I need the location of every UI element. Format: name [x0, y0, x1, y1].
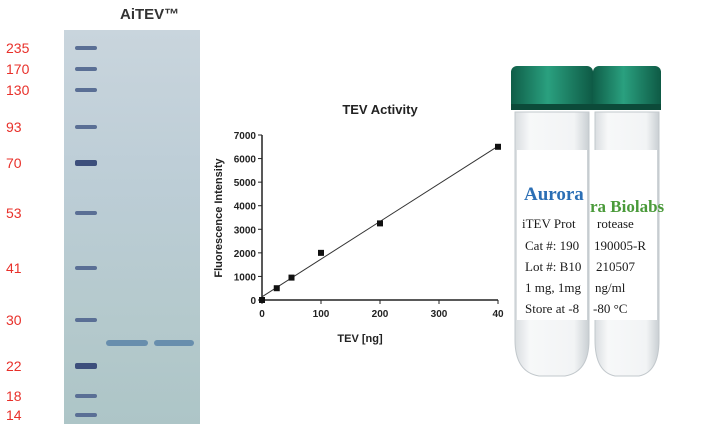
- ladder-band: [75, 46, 97, 50]
- vial-left-line-1: iTEV Prot: [522, 216, 576, 231]
- ladder-band: [75, 160, 97, 166]
- vial-left-cap: [511, 66, 593, 110]
- chart-x-tick-label: 0: [259, 309, 265, 320]
- mw-marker-label: 41: [6, 260, 22, 276]
- chart-y-tick-label: 6000: [234, 155, 257, 166]
- sds-page-gel-panel: AiTEV™ 235 170 130 93 70 53 41 30 22 18 14: [0, 0, 205, 446]
- chart-y-tick-label: 5000: [234, 178, 257, 189]
- vial-right-line-3: 210507: [596, 259, 636, 274]
- chart-x-label: TEV [ng]: [337, 333, 383, 345]
- gel-image: [64, 30, 200, 424]
- mw-marker-label: 170: [6, 61, 30, 77]
- vial-right-line-4: ng/ml: [595, 280, 626, 295]
- vial-left-line-4: 1 mg, 1mg: [525, 280, 581, 295]
- vial-left-cap-ridge: [511, 104, 593, 110]
- chart-ticks: 0 1000 2000 3000 4000 5000 6000 7000 0 100 200 300 4…: [234, 131, 504, 320]
- chart-data-point: [377, 220, 383, 227]
- vial-left-brand: Aurora: [524, 184, 584, 205]
- ladder-band: [75, 363, 97, 369]
- product-vials-photo: Aurora iTEV Prot Cat #: 190 Lot #: B10 1…: [505, 0, 708, 446]
- ladder-band: [75, 88, 97, 92]
- chart-y-tick-label: 4000: [234, 202, 257, 213]
- mw-marker-label: 53: [6, 205, 22, 221]
- chart-x-tick-label: 40: [492, 309, 504, 320]
- vial-left-label: [517, 150, 587, 320]
- chart-data-point: [273, 285, 280, 292]
- chart-title: TEV Activity: [342, 102, 418, 117]
- mw-marker-label: 130: [6, 82, 30, 98]
- vials-illustration: Aurora iTEV Prot Cat #: 190 Lot #: B10 1…: [511, 66, 665, 377]
- chart-points: [259, 143, 501, 303]
- vial-left-line-3: Lot #: B10: [525, 259, 581, 274]
- chart-y-tick-label: 2000: [234, 249, 257, 260]
- chart-x-tick-label: 100: [313, 309, 330, 320]
- vial-left: Aurora iTEV Prot Cat #: 190 Lot #: B10 1…: [511, 66, 593, 377]
- chart-axes: [261, 135, 498, 301]
- vial-right-label: [593, 150, 657, 320]
- ladder-band: [75, 394, 97, 398]
- mw-marker-label: 18: [6, 388, 22, 404]
- chart-data-point: [495, 143, 501, 150]
- chart-data-point: [288, 274, 295, 281]
- vial-left-line-2: Cat #: 190: [525, 238, 579, 253]
- vial-right-line-5: -80 °C: [593, 301, 627, 316]
- ladder-band: [75, 413, 97, 417]
- gel-title: AiTEV™: [120, 6, 180, 23]
- chart-data-point: [259, 297, 265, 303]
- tev-activity-chart-panel: TEV Activity 0 1000 2000 3000 4000 5000 6000 70…: [205, 0, 505, 446]
- vial-left-line-5: Store at -8: [525, 301, 579, 316]
- chart-y-tick-label: 7000: [234, 131, 257, 142]
- vial-right-cap: [593, 66, 661, 110]
- mw-marker-label: 22: [6, 358, 22, 374]
- ladder-band: [75, 67, 97, 71]
- chart-y-tick-label: 1000: [234, 272, 257, 283]
- mw-marker-label: 70: [6, 155, 22, 171]
- vial-right-line-2: 190005-R: [594, 238, 646, 253]
- sample-band-lane-2: [154, 340, 194, 346]
- ladder-band: [75, 318, 97, 322]
- chart-y-label: Fluorescence Intensity: [213, 158, 225, 278]
- chart-x-tick-label: 300: [431, 309, 448, 320]
- vial-right-brand: ra Biolabs: [590, 197, 665, 216]
- mw-marker-label: 14: [6, 407, 22, 423]
- mw-marker-label: 235: [6, 40, 30, 56]
- chart-y-tick-label: 0: [250, 296, 256, 307]
- chart-y-tick-label: 3000: [234, 225, 257, 236]
- tev-activity-chart: TEV Activity 010002000300040005000600070…: [213, 102, 504, 345]
- vial-right-cap-ridge: [593, 104, 661, 110]
- vial-right-line-1: rotease: [597, 216, 634, 231]
- ladder-band: [75, 266, 97, 270]
- mw-marker-label: 93: [6, 119, 22, 135]
- mw-marker-label: 30: [6, 312, 22, 328]
- vial-right: ra Biolabs rotease 190005-R 210507 ng/ml…: [590, 66, 665, 377]
- chart-x-tick-label: 200: [372, 309, 389, 320]
- ladder-band: [75, 125, 97, 129]
- chart-data-point: [318, 249, 324, 256]
- sample-band-lane-1: [106, 340, 148, 346]
- ladder-band: [75, 211, 97, 215]
